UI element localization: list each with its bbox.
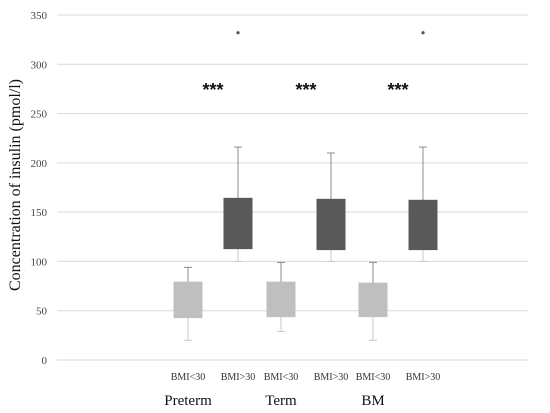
outlier-point (236, 31, 240, 35)
y-tick-label: 100 (31, 256, 48, 268)
y-tick-label: 0 (42, 355, 48, 367)
y-tick-label: 250 (31, 109, 48, 121)
category-label: BMI>30 (221, 372, 256, 383)
y-axis-title: Concentration of insulin (pmol/l) (7, 79, 24, 291)
box (266, 281, 296, 318)
category-labels: BMI<30 BMI>30 *** Preterm BMI<30 BMI>30 *** Ter… (164, 80, 440, 409)
y-axis: 0 50 100 150 200 250 300 350 (31, 10, 48, 367)
significance-label: *** (202, 80, 223, 100)
y-tick-label: 150 (31, 207, 48, 219)
box (358, 282, 388, 318)
y-tick-label: 50 (36, 306, 48, 318)
box (408, 199, 438, 251)
significance-label: *** (295, 80, 316, 100)
y-tick-label: 300 (31, 59, 48, 71)
box (316, 198, 346, 251)
category-label: BMI<30 (171, 372, 206, 383)
box (223, 197, 253, 250)
significance-label: *** (387, 80, 408, 100)
grid-lines (57, 14, 528, 361)
box (173, 281, 203, 319)
y-tick-label: 200 (31, 158, 48, 170)
group-label: Term (265, 393, 297, 409)
group-label: BM (361, 393, 384, 409)
category-label: BMI<30 (356, 372, 391, 383)
category-label: BMI>30 (314, 372, 349, 383)
y-tick-label: 350 (31, 10, 48, 22)
group-label: Preterm (164, 393, 212, 409)
category-label: BMI>30 (406, 372, 441, 383)
box-series (173, 31, 438, 341)
outlier-point (421, 31, 425, 35)
category-label: BMI<30 (264, 372, 299, 383)
